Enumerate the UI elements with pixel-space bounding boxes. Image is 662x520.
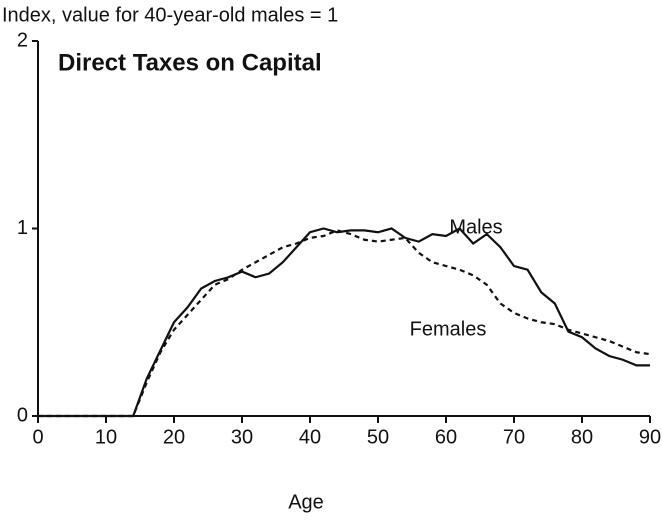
x-tick-label: 20 bbox=[163, 426, 185, 448]
x-tick-label: 0 bbox=[32, 426, 43, 448]
x-tick-label: 10 bbox=[95, 426, 117, 448]
x-tick-label: 70 bbox=[503, 426, 525, 448]
line-series bbox=[38, 229, 651, 418]
x-tick-label: 40 bbox=[299, 426, 321, 448]
x-tick-label: 90 bbox=[639, 426, 661, 448]
line-series bbox=[38, 227, 650, 418]
x-tick-label: 60 bbox=[435, 426, 457, 448]
series-label: Males bbox=[449, 216, 502, 238]
y-tick-label: 2 bbox=[17, 29, 28, 51]
x-tick-label: 50 bbox=[367, 426, 389, 448]
y-axis-label: Index, value for 40-year-old males = 1 bbox=[2, 4, 338, 26]
x-tick-label: 80 bbox=[571, 426, 593, 448]
chart-title: Direct Taxes on Capital bbox=[58, 49, 322, 76]
series-label: Females bbox=[410, 318, 487, 340]
y-tick-label: 1 bbox=[17, 217, 28, 239]
x-tick-label: 30 bbox=[231, 426, 253, 448]
y-tick-label: 0 bbox=[17, 404, 28, 426]
x-axis-label: Age bbox=[288, 491, 324, 513]
